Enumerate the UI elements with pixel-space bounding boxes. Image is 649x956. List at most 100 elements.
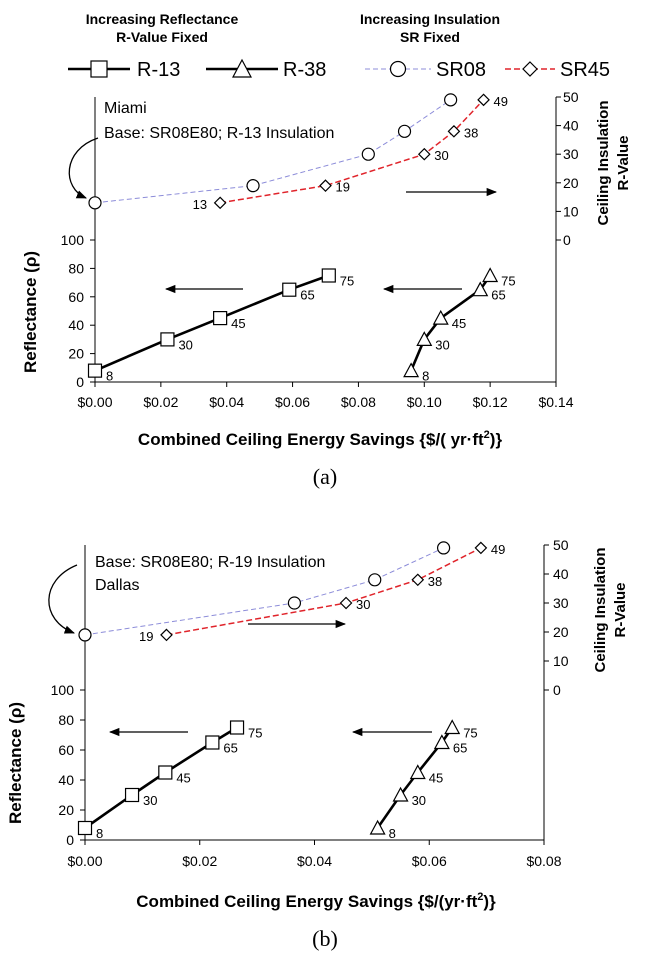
triangle-marker-icon [232, 58, 252, 78]
data-label-r13: 75 [248, 726, 262, 741]
y2-tick-label: 40 [553, 566, 569, 582]
y-tick-label: 40 [58, 772, 74, 788]
legend-label-r13: R-13 [137, 59, 180, 81]
y-tick-label: 60 [68, 289, 84, 305]
data-point-sr08 [246, 179, 260, 193]
data-point-sr08 [78, 628, 92, 642]
data-label-r38: 8 [422, 369, 429, 384]
x-tick-label: $0.14 [538, 394, 573, 410]
data-label-r38: 65 [453, 741, 467, 756]
data-point-r38 [409, 764, 426, 780]
series-line-sr08 [94, 99, 451, 204]
data-point-r13 [160, 332, 175, 347]
data-point-r38 [392, 786, 409, 802]
y-axis-label-a: Reflectance (ρ) [21, 251, 40, 373]
data-label-r38: 65 [491, 288, 505, 303]
caption-a: (a) [313, 464, 337, 489]
data-label-sr45: 38 [428, 574, 442, 589]
y-axis-label-b: Reflectance (ρ) [6, 702, 25, 824]
data-label-r13: 75 [340, 274, 354, 289]
data-label-sr45: 49 [494, 94, 508, 109]
data-point-r13 [77, 820, 93, 836]
legend-item-r38: R-38 [206, 58, 326, 81]
data-point-r38 [444, 719, 461, 735]
data-point-r13 [158, 765, 173, 780]
series-line-sr08 [84, 547, 444, 636]
data-point-sr08 [444, 93, 458, 107]
data-label-r13: 65 [300, 288, 314, 303]
data-point-r38 [416, 331, 433, 346]
plot-layer-a: $0.00 $0.02 $0.04 $0.06 $0.08 $0.10 $0.12 $0.14… [61, 89, 579, 410]
x-axis-label-b: Combined Ceiling Energy Savings {$/(yr·f… [136, 891, 496, 911]
data-point-sr08 [361, 147, 375, 161]
annotation-city-a: Miami [104, 100, 147, 117]
data-label-sr45: 19 [139, 629, 153, 644]
x-tick-label: $0.08 [526, 853, 561, 869]
data-label-sr45: 13 [193, 197, 207, 212]
data-point-r38 [472, 281, 489, 297]
y2-tick-label: 20 [563, 175, 579, 191]
legend-item-r13: R-13 [68, 59, 180, 81]
data-point-sr08 [287, 596, 302, 610]
data-label-r38: 45 [429, 771, 443, 786]
y2-tick-label: 10 [563, 203, 579, 219]
data-label-r38: 8 [389, 826, 396, 841]
y2-axis-label-a-1: Ceiling Insulation [595, 100, 612, 225]
x-tick-label: $0.12 [473, 394, 508, 410]
x-tick-label: $0.04 [209, 394, 244, 410]
data-label-r38: 30 [435, 337, 449, 352]
y2-tick-label: 50 [553, 537, 569, 553]
y2-axis-label-b-1: Ceiling Insulation [592, 547, 609, 672]
legend-label-r38: R-38 [283, 59, 326, 81]
y-tick-label: 0 [76, 374, 84, 390]
y-tick-label: 80 [68, 260, 84, 276]
y-tick-label: 20 [68, 346, 84, 362]
data-point-sr45 [447, 124, 461, 138]
series-line-sr45 [166, 547, 482, 636]
legend-label-sr45: SR45 [560, 59, 610, 81]
curved-arrow-b [48, 564, 78, 634]
square-marker-icon [90, 60, 108, 78]
data-label-r13: 30 [178, 337, 192, 352]
data-point-sr45 [411, 573, 425, 587]
data-point-r13 [282, 282, 297, 297]
legend-item-sr08: SR08 [365, 59, 486, 81]
y-tick-label: 80 [58, 712, 74, 728]
x-tick-label: $0.10 [407, 394, 442, 410]
data-point-sr45 [477, 93, 490, 107]
data-point-sr45 [339, 596, 353, 610]
data-point-r38 [432, 309, 449, 325]
y-tick-label: 100 [51, 682, 75, 698]
y2-tick-label: 30 [563, 146, 579, 162]
data-point-sr08 [436, 541, 451, 555]
y2-axis-label-a-2: R-Value [615, 135, 632, 190]
data-point-r13 [87, 363, 103, 378]
y2-axis-label-b-2: R-Value [612, 582, 629, 637]
data-label-sr45: 19 [336, 180, 350, 195]
plot-layer-b: $0.00 $0.02 $0.04 $0.06 $0.08 0 20 40 60 80 100 0 10… [51, 537, 569, 869]
data-point-sr08 [368, 573, 382, 587]
y2-tick-label: 10 [553, 653, 569, 669]
data-point-r38 [433, 734, 450, 750]
data-point-r38 [482, 267, 499, 283]
y-tick-label: 60 [58, 742, 74, 758]
data-point-r13 [205, 735, 220, 750]
left-header-title-2: R-Value Fixed [116, 29, 208, 45]
data-label-r13: 8 [106, 369, 113, 384]
y2-tick-label: 30 [553, 595, 569, 611]
data-label-sr45: 30 [434, 148, 448, 163]
data-point-sr45 [474, 541, 488, 555]
data-point-sr45 [417, 147, 431, 161]
data-label-sr45: 30 [356, 597, 370, 612]
right-header-title-1: Increasing Insulation [360, 11, 500, 27]
x-tick-label: $0.06 [275, 394, 310, 410]
x-tick-label: $0.08 [341, 394, 376, 410]
data-point-r13 [321, 268, 336, 283]
chart-b: Base: SR08E80; R-19 Insulation Dallas $0… [6, 537, 629, 951]
x-tick-label: $0.02 [182, 853, 217, 869]
y2-tick-label: 0 [563, 232, 571, 248]
y2-tick-label: 40 [563, 118, 579, 134]
x-tick-label: $0.04 [297, 853, 332, 869]
data-label-r38: 75 [463, 726, 477, 741]
